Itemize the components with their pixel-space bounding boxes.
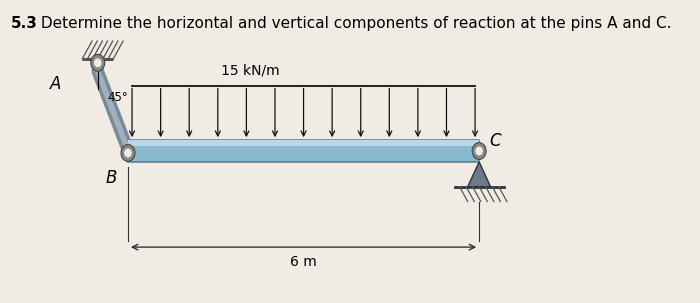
Text: 5.3: 5.3: [11, 16, 38, 31]
Circle shape: [473, 143, 486, 159]
Circle shape: [121, 145, 135, 161]
Text: A: A: [50, 75, 62, 93]
Bar: [128, 140, 479, 145]
Circle shape: [125, 149, 131, 157]
Circle shape: [476, 147, 482, 155]
Circle shape: [91, 55, 105, 71]
Text: Determine the horizontal and vertical components of reaction at the pins A and C: Determine the horizontal and vertical co…: [36, 16, 671, 31]
Bar: [128, 140, 479, 162]
Text: C: C: [489, 132, 500, 150]
Text: 15 kN/m: 15 kN/m: [221, 64, 280, 78]
Circle shape: [94, 59, 101, 67]
Text: 6 m: 6 m: [290, 255, 317, 269]
Polygon shape: [468, 162, 491, 187]
Text: 45°: 45°: [108, 91, 128, 104]
Text: B: B: [105, 169, 116, 187]
